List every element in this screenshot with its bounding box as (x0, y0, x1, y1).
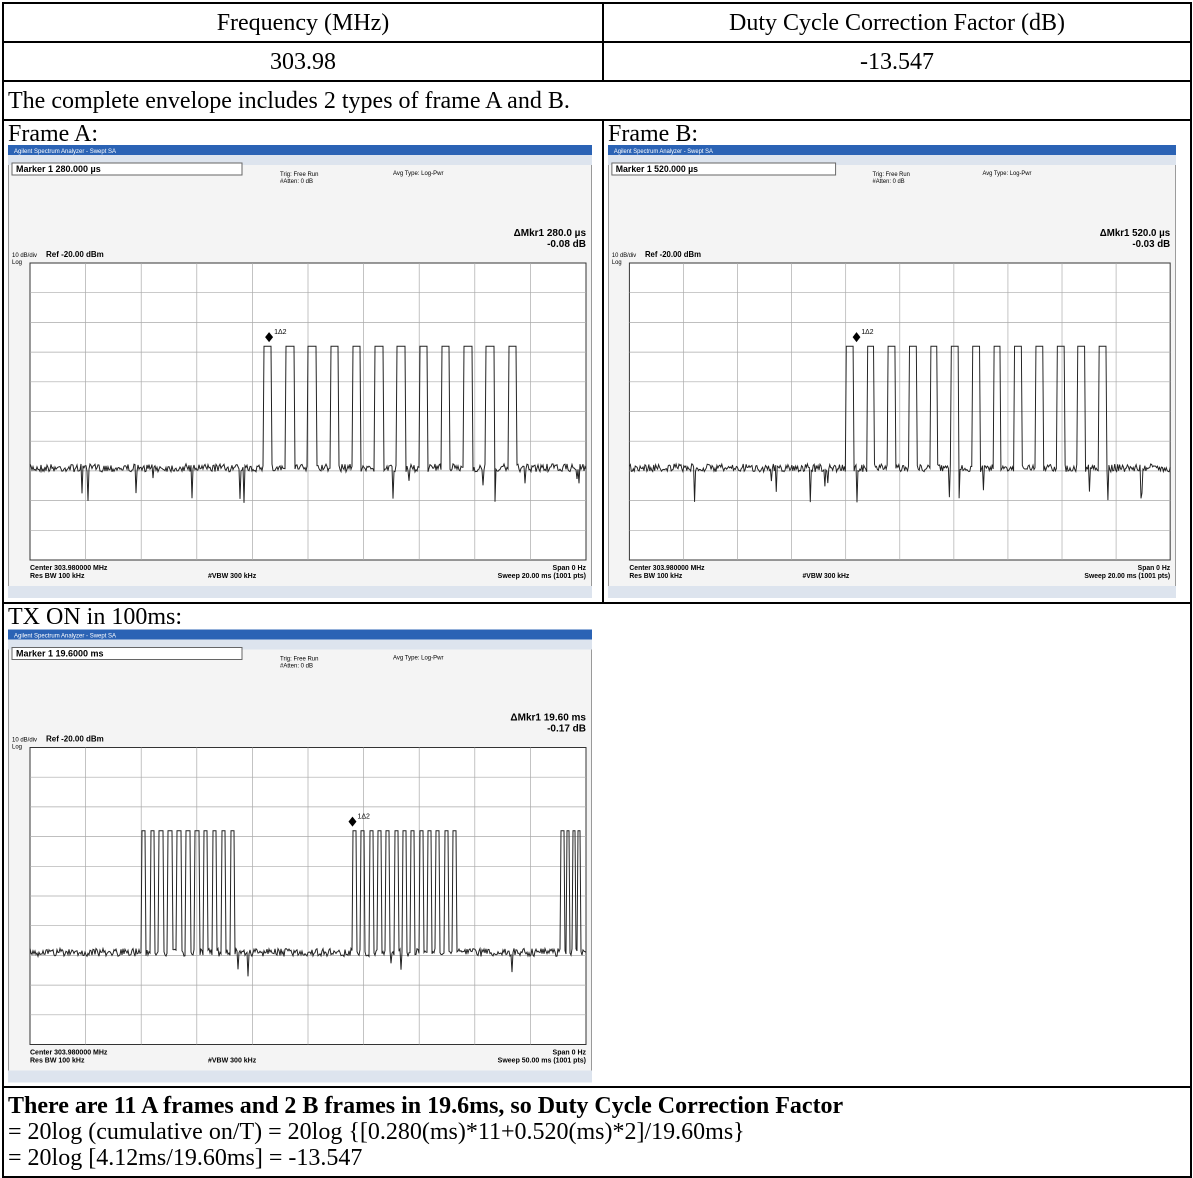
log: Log (12, 260, 22, 266)
span: Span 0 Hz (553, 565, 587, 572)
scale: 10 dB/div (12, 738, 37, 744)
delta: ΔMkr1 19.60 ms (510, 713, 586, 724)
delta-db: -0.17 dB (547, 724, 586, 735)
caption: Frame B: (608, 121, 1186, 143)
marker-label: 1Δ2 (357, 814, 370, 821)
plot-cell: TX ON in 100ms: Agilent Spectrum Analyze… (3, 603, 1191, 1087)
atten: #Atten: 0 dB (873, 179, 905, 185)
span: Span 0 Hz (1138, 565, 1171, 572)
header-cell: Duty Cycle Correction Factor (dB) (603, 3, 1191, 42)
data-cell: 303.98 (3, 42, 603, 81)
ref: Ref -20.00 dBm (645, 250, 701, 259)
title-bar: Agilent Spectrum Analyzer - Swept SA (14, 149, 116, 155)
vbw: #VBW 300 kHz (208, 573, 257, 580)
trig: Trig: Free Run (873, 172, 910, 178)
scale: 10 dB/div (12, 253, 37, 259)
footer-bar (608, 586, 1176, 598)
sweep: Sweep 50.00 ms (1001 pts) (498, 1058, 586, 1065)
center: Center 303.980000 MHz (629, 565, 705, 572)
envelope-note: The complete envelope includes 2 types o… (3, 81, 1191, 120)
atten: #Atten: 0 dB (280, 179, 313, 185)
analyzer-screenshot: Agilent Spectrum Analyzer - Swept SA Mark… (608, 145, 1176, 598)
rbw: Res BW 100 kHz (629, 573, 682, 580)
delta: ΔMkr1 520.0 µs (1100, 228, 1171, 239)
conclusion-line: = 20log (cumulative on/T) = 20log {[0.28… (8, 1119, 1186, 1145)
center: Center 303.980000 MHz (30, 565, 108, 572)
vbw: #VBW 300 kHz (208, 1058, 257, 1065)
scale: 10 dB/div (612, 253, 636, 259)
caption: TX ON in 100ms: (8, 604, 1186, 626)
center: Center 303.980000 MHz (30, 1050, 108, 1057)
ref: Ref -20.00 dBm (46, 735, 104, 744)
conclusion-line: = 20log [4.12ms/19.60ms] = -13.547 (8, 1145, 1186, 1171)
analyzer-screenshot: Agilent Spectrum Analyzer - Swept SA Mark… (8, 628, 592, 1084)
caption: Frame A: (8, 121, 598, 143)
header-cell: Frequency (MHz) (3, 3, 603, 42)
trig: Trig: Free Run (280, 172, 318, 178)
atten: #Atten: 0 dB (280, 664, 313, 670)
trig: Trig: Free Run (280, 657, 318, 663)
sweep: Sweep 20.00 ms (1001 pts) (1084, 573, 1170, 580)
data-cell: -13.547 (603, 42, 1191, 81)
plot-cell: Frame A: Agilent Spectrum Analyzer - Swe… (3, 120, 603, 603)
conclusion-cell: There are 11 A frames and 2 B frames in … (3, 1087, 1191, 1177)
log: Log (12, 745, 22, 751)
log: Log (612, 260, 622, 266)
span: Span 0 Hz (553, 1050, 587, 1057)
avg: Avg Type: Log-Pwr (393, 656, 443, 662)
rbw: Res BW 100 kHz (30, 573, 85, 580)
rbw: Res BW 100 kHz (30, 1058, 85, 1065)
marker: Marker 1 19.6000 ms (16, 649, 104, 659)
ref: Ref -20.00 dBm (46, 250, 104, 259)
delta-db: -0.03 dB (1132, 239, 1170, 250)
title-bar: Agilent Spectrum Analyzer - Swept SA (14, 634, 116, 640)
marker: Marker 1 520.000 µs (616, 164, 698, 174)
avg: Avg Type: Log-Pwr (393, 171, 443, 177)
title-bar: Agilent Spectrum Analyzer - Swept SA (614, 149, 713, 155)
marker: Marker 1 280.000 µs (16, 164, 101, 174)
delta: ΔMkr1 280.0 µs (514, 228, 587, 239)
marker-label: 1Δ2 (861, 329, 873, 336)
conclusion-heading: There are 11 A frames and 2 B frames in … (8, 1093, 1186, 1119)
page: Frequency (MHz) Duty Cycle Correction Fa… (0, 0, 1193, 1178)
plot-cell: Frame B: Agilent Spectrum Analyzer - Swe… (603, 120, 1191, 603)
result-table: Frequency (MHz) Duty Cycle Correction Fa… (2, 2, 1192, 1178)
marker-label: 1Δ2 (274, 329, 287, 336)
analyzer-screenshot: Agilent Spectrum Analyzer - Swept SA Mark… (8, 145, 592, 598)
delta-db: -0.08 dB (547, 239, 586, 250)
vbw: #VBW 300 kHz (803, 573, 850, 580)
avg: Avg Type: Log-Pwr (982, 171, 1031, 177)
footer-bar (8, 586, 592, 598)
sweep: Sweep 20.00 ms (1001 pts) (498, 573, 586, 580)
footer-bar (8, 1071, 592, 1083)
